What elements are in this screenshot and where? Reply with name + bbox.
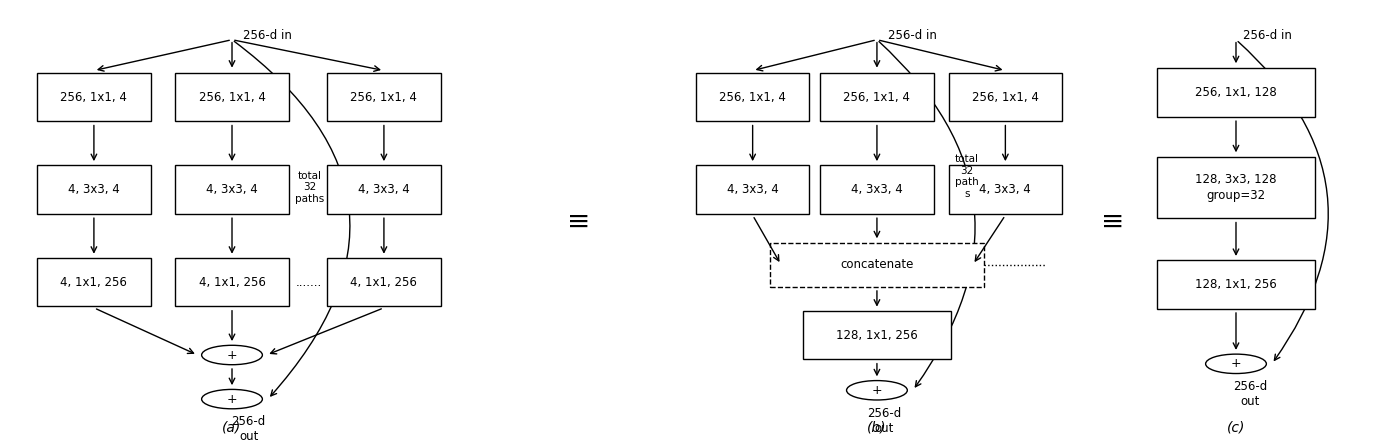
Text: 256-d in: 256-d in xyxy=(888,29,936,42)
Text: $\equiv$: $\equiv$ xyxy=(561,206,588,235)
Text: 256, 1x1, 4: 256, 1x1, 4 xyxy=(61,90,127,104)
Text: 256-d
out: 256-d out xyxy=(232,415,265,441)
Text: +: + xyxy=(1230,357,1242,370)
Text: total
32
path
s: total 32 path s xyxy=(954,154,979,199)
Text: 256, 1x1, 128: 256, 1x1, 128 xyxy=(1195,86,1277,99)
FancyBboxPatch shape xyxy=(771,243,983,287)
Text: 128, 3x3, 128
group=32: 128, 3x3, 128 group=32 xyxy=(1195,173,1277,202)
Text: 256-d in: 256-d in xyxy=(1243,29,1291,42)
FancyBboxPatch shape xyxy=(804,311,950,359)
Text: total
32
paths: total 32 paths xyxy=(294,171,325,204)
FancyBboxPatch shape xyxy=(175,73,289,121)
Text: 256, 1x1, 4: 256, 1x1, 4 xyxy=(720,90,786,104)
Circle shape xyxy=(202,345,262,365)
FancyBboxPatch shape xyxy=(327,258,441,306)
FancyBboxPatch shape xyxy=(175,165,289,214)
Text: concatenate: concatenate xyxy=(840,258,914,271)
FancyBboxPatch shape xyxy=(1157,68,1315,117)
Text: 4, 1x1, 256: 4, 1x1, 256 xyxy=(351,276,417,289)
Text: $\equiv$: $\equiv$ xyxy=(1095,206,1123,235)
Text: +: + xyxy=(226,348,238,362)
FancyBboxPatch shape xyxy=(327,73,441,121)
FancyBboxPatch shape xyxy=(175,258,289,306)
FancyBboxPatch shape xyxy=(327,165,441,214)
Text: 4, 3x3, 4: 4, 3x3, 4 xyxy=(68,183,120,196)
Text: 4, 3x3, 4: 4, 3x3, 4 xyxy=(206,183,258,196)
Text: 4, 3x3, 4: 4, 3x3, 4 xyxy=(726,183,779,196)
FancyBboxPatch shape xyxy=(949,165,1062,214)
Text: 4, 1x1, 256: 4, 1x1, 256 xyxy=(199,276,265,289)
Text: (b): (b) xyxy=(867,420,887,434)
Text: 128, 1x1, 256: 128, 1x1, 256 xyxy=(836,329,918,342)
Text: 256, 1x1, 4: 256, 1x1, 4 xyxy=(972,90,1039,104)
FancyBboxPatch shape xyxy=(820,73,934,121)
FancyBboxPatch shape xyxy=(37,165,151,214)
Text: .......: ....... xyxy=(296,276,323,289)
FancyBboxPatch shape xyxy=(696,73,809,121)
FancyBboxPatch shape xyxy=(37,258,151,306)
Circle shape xyxy=(1206,354,1266,374)
Text: +: + xyxy=(226,392,238,406)
Text: (a): (a) xyxy=(222,420,242,434)
FancyBboxPatch shape xyxy=(949,73,1062,121)
FancyBboxPatch shape xyxy=(1157,157,1315,218)
FancyBboxPatch shape xyxy=(37,73,151,121)
Text: 4, 3x3, 4: 4, 3x3, 4 xyxy=(851,183,903,196)
Text: 256, 1x1, 4: 256, 1x1, 4 xyxy=(199,90,265,104)
FancyBboxPatch shape xyxy=(696,165,809,214)
FancyBboxPatch shape xyxy=(820,165,934,214)
Text: 256-d in: 256-d in xyxy=(243,29,291,42)
Circle shape xyxy=(202,389,262,409)
Text: 256, 1x1, 4: 256, 1x1, 4 xyxy=(844,90,910,104)
Text: (c): (c) xyxy=(1226,420,1246,434)
Circle shape xyxy=(847,381,907,400)
FancyBboxPatch shape xyxy=(1157,260,1315,309)
Text: 256-d
out: 256-d out xyxy=(1233,380,1266,408)
Text: 256, 1x1, 4: 256, 1x1, 4 xyxy=(351,90,417,104)
Text: +: + xyxy=(871,384,882,397)
Text: 4, 1x1, 256: 4, 1x1, 256 xyxy=(61,276,127,289)
Text: 4, 3x3, 4: 4, 3x3, 4 xyxy=(979,183,1032,196)
Text: 128, 1x1, 256: 128, 1x1, 256 xyxy=(1195,278,1277,291)
Text: 256-d
out: 256-d out xyxy=(867,407,900,434)
Text: 4, 3x3, 4: 4, 3x3, 4 xyxy=(358,183,410,196)
